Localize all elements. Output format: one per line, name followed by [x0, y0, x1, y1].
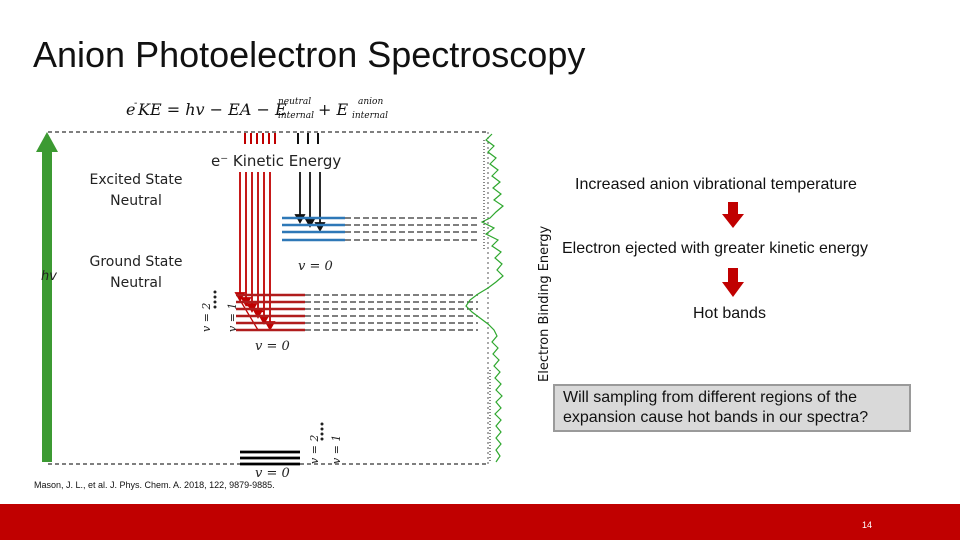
excited-state-label: Excited State Neutral	[89, 172, 183, 209]
svg-text:v = 2: v = 2	[308, 435, 321, 464]
anion-vibrational-labels: v = 2 v = 1 v = 0	[255, 422, 343, 481]
anion-temperature-text: Increased anion vibrational temperature	[575, 176, 857, 193]
svg-text:v = 2: v = 2	[200, 303, 213, 332]
svg-text:+ E: + E	[318, 100, 348, 119]
ionization-arrows-black	[294, 172, 326, 232]
electron-binding-energy-label: Electron Binding Energy	[537, 225, 552, 382]
ground-state-levels	[236, 293, 305, 332]
svg-text:v = 1: v = 1	[330, 435, 343, 464]
down-arrow-2	[722, 268, 744, 297]
electron-ejected-text: Electron ejected with greater kinetic en…	[562, 240, 868, 257]
equation: e - KE = hv − EA − E neutral internal + …	[126, 97, 388, 121]
slide-title: Anion Photoelectron Spectroscopy	[33, 34, 586, 75]
svg-text:e: e	[126, 100, 135, 119]
svg-text:internal: internal	[278, 111, 314, 121]
excited-v0-label: v = 0	[298, 259, 333, 274]
svg-text:v = 1: v = 1	[226, 303, 239, 332]
ground-state-label: Ground State Neutral	[89, 254, 183, 291]
ionization-arrows-red	[234, 172, 276, 331]
neutral-vibrational-labels: v = 2 v = 1 v = 0	[200, 290, 290, 354]
page-number: 14	[862, 520, 873, 530]
excited-state-levels	[282, 216, 345, 242]
svg-text:-: -	[134, 98, 138, 109]
citation: Mason, J. L., et al. J. Phys. Chem. A. 2…	[34, 480, 275, 490]
svg-text:v = 0: v = 0	[255, 466, 290, 481]
kinetic-energy-label: e⁻ Kinetic Energy	[211, 152, 341, 170]
svg-text:neutral: neutral	[278, 97, 311, 107]
photoelectron-spectrum-trace	[465, 133, 504, 463]
photon-arrow	[36, 132, 58, 462]
down-arrow-1	[722, 202, 744, 228]
hot-bands-text: Hot bands	[693, 305, 766, 322]
svg-text:internal: internal	[352, 111, 388, 121]
svg-text:KE = hv − EA − E: KE = hv − EA − E	[137, 100, 287, 119]
svg-text:anion: anion	[358, 97, 383, 107]
hv-label: hv	[41, 269, 57, 284]
footer-bar	[0, 504, 960, 540]
svg-text:v = 0: v = 0	[255, 339, 290, 354]
ke-arrows	[244, 133, 276, 144]
anion-levels	[240, 450, 300, 466]
question-box: Will sampling from different regions of …	[553, 384, 911, 432]
